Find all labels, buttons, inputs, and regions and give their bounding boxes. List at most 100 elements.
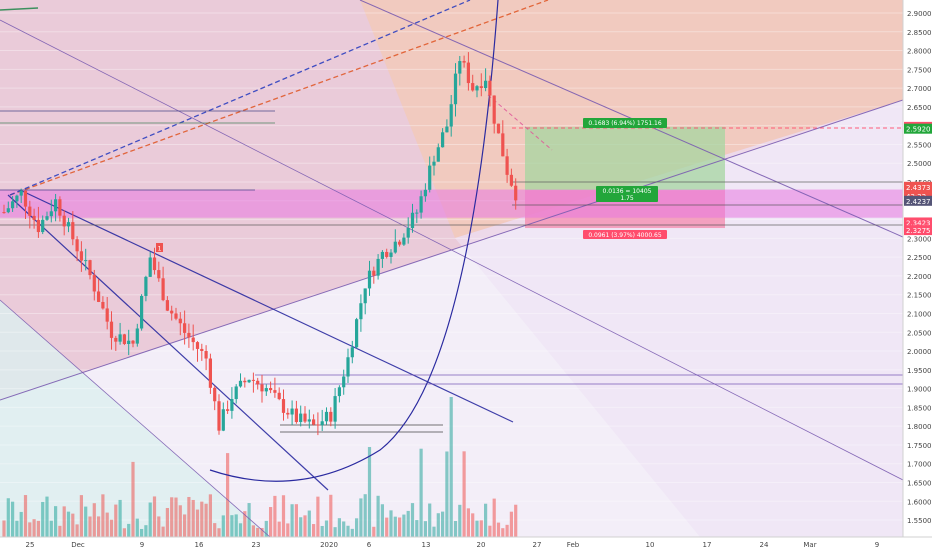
candle-body	[66, 222, 71, 227]
volume-bar	[423, 521, 427, 537]
candle-body	[350, 347, 354, 358]
volume-bar	[118, 499, 122, 537]
volume-bar	[243, 511, 247, 537]
candle-body	[363, 288, 367, 304]
candle	[62, 210, 66, 236]
price-marker-label: 2.4237	[906, 198, 931, 206]
volume-bar	[238, 523, 243, 537]
volume-bar	[191, 499, 195, 537]
price-series[interactable]	[2, 52, 518, 436]
candle	[316, 412, 320, 436]
candle-body	[294, 408, 298, 423]
candle-body	[71, 222, 75, 240]
drawings[interactable]: 1	[0, 0, 903, 537]
volume-bar	[32, 519, 36, 537]
volume-bar	[436, 513, 440, 537]
candle-body	[217, 401, 221, 431]
volume-bar	[484, 503, 488, 537]
candle-body	[342, 376, 346, 388]
candle	[131, 340, 135, 348]
small-marker-label: 1	[158, 246, 162, 253]
candle-body	[101, 301, 105, 309]
time-tick-label: 13	[422, 541, 431, 549]
candle	[462, 55, 466, 68]
volume-bar	[234, 514, 238, 537]
candle	[350, 340, 354, 364]
price-tick-label: 2.8000	[907, 48, 932, 56]
candle	[165, 296, 169, 312]
volume-bar	[49, 520, 53, 537]
candle-body	[32, 215, 36, 220]
candle	[6, 201, 10, 214]
price-marker-label: 2.3275	[906, 227, 931, 235]
candle	[419, 190, 423, 219]
position-labels: 0.1683 (6.94%) 1751.16 0.0136 = 104051.75…	[583, 118, 667, 239]
candle-body	[243, 380, 247, 383]
candle-body	[109, 321, 114, 338]
volume-bar	[471, 513, 475, 537]
candle	[140, 294, 144, 331]
candle-body	[290, 408, 294, 415]
volume-bar	[230, 515, 234, 537]
candle-body	[380, 251, 384, 259]
candle	[294, 400, 298, 424]
candle	[333, 388, 337, 429]
candle-body	[324, 411, 329, 422]
volume-bar	[135, 518, 139, 537]
candle	[191, 324, 195, 351]
volume-bar	[161, 526, 165, 537]
volume-bar	[131, 461, 135, 537]
price-tick-label: 2.0000	[907, 348, 932, 356]
volume-bar	[195, 509, 200, 537]
volume-bar	[66, 511, 71, 537]
volume-bar	[514, 504, 518, 537]
candle	[380, 250, 384, 268]
candle	[54, 193, 58, 222]
volume-bar	[122, 528, 126, 537]
candle	[118, 322, 122, 345]
candle	[372, 266, 376, 284]
candle	[161, 266, 165, 302]
time-tick-label: 24	[760, 541, 769, 549]
volume-bar	[247, 503, 251, 537]
price-axis[interactable]: 2.90002.85002.80002.75002.70002.65002.60…	[902, 0, 932, 550]
entry-label-text: 0.0136 = 10405	[603, 188, 652, 195]
volume-bar	[251, 525, 255, 537]
time-axis[interactable]: 25 Dec 9 16 23 2020 6 13 20 27 Feb 10 17 24 Mar 9	[0, 536, 932, 550]
price-marker: 2.4237	[904, 195, 932, 206]
volume-bar	[299, 517, 303, 537]
volume-bar	[200, 501, 204, 537]
price-marker: 2.3423	[904, 217, 932, 228]
candle-body	[114, 337, 118, 342]
candle-body	[178, 318, 182, 324]
candle	[187, 323, 191, 348]
candle	[359, 294, 363, 332]
candle-body	[303, 413, 307, 422]
candle-body	[256, 380, 260, 385]
volume-bar	[127, 523, 131, 537]
candle	[410, 203, 415, 233]
candle-body	[436, 147, 440, 162]
candle-body	[213, 387, 217, 402]
volume-bar	[406, 510, 410, 537]
candle-body	[84, 260, 88, 262]
support-zone[interactable]	[0, 189, 903, 218]
candle-body	[36, 219, 40, 233]
candle	[41, 215, 45, 235]
volume-bar	[324, 520, 329, 537]
candle-body	[204, 351, 208, 359]
descending-trendline	[19, 189, 514, 423]
candle	[19, 188, 23, 203]
volume-series	[2, 397, 518, 537]
volume-bar	[376, 495, 380, 537]
volume-bar	[264, 520, 268, 537]
candle-body	[28, 206, 32, 216]
candle-body	[415, 212, 419, 214]
candle-body	[54, 199, 58, 212]
candle-body	[320, 421, 324, 426]
candle-body	[49, 211, 53, 217]
volume-bar	[509, 511, 513, 537]
candle	[441, 128, 445, 148]
